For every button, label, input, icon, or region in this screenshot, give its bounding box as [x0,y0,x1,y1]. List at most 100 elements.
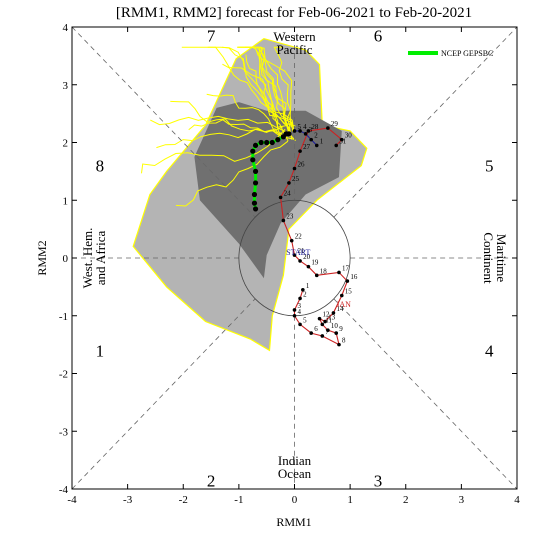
start-annotation: START [286,248,310,257]
ensemble-member-line [150,115,287,128]
observed-point [306,129,311,133]
phase-label-2: 2 [207,471,216,490]
phase-label-1: 1 [96,341,105,360]
observed-point [339,137,344,142]
phase-divider-nw [71,26,256,218]
phase-label-5: 5 [485,157,494,176]
ensemble-mean-point [269,139,275,146]
x-tick-label: 1 [347,494,353,506]
phase-divider-se [333,298,518,490]
observed-day-label: 11 [325,316,332,324]
ensemble-member-line [175,140,289,207]
observed-day-label: 24 [284,189,292,197]
observed-point [317,316,322,321]
x-tick-label: 2 [403,494,409,506]
ensemble-spread [132,37,368,352]
observed-point [298,322,302,327]
inner-spread-area [194,102,342,279]
observed-day-label: 8 [342,337,346,345]
ensemble-member-line [188,119,285,138]
phase-label-3: 3 [374,471,383,490]
observed-day-label: 28 [311,123,319,131]
phase-divider-ne [333,26,518,218]
ensemble-member-line [206,93,281,135]
ensemble-mean-track [250,131,292,212]
observed-point [337,270,341,275]
ensemble-member-line [222,46,295,140]
observed-point [314,143,319,148]
region-west-hem-africa: West. Hem.and Africa [80,228,108,289]
observed-point [309,137,313,142]
observed-day-label: 23 [286,212,294,220]
observed-point [309,331,313,335]
x-axis-label: RMM1 [276,515,311,529]
observed-day-label: 30 [345,132,353,140]
x-tick-label: -1 [234,494,243,506]
ensemble-mean-point [250,157,256,163]
observed-day-label: 7 [325,328,329,336]
ensemble-member-line [156,126,283,149]
y-tick-label: 0 [63,253,69,265]
region-maritime-continent: MaritimeContinent [481,232,509,284]
observed-day-label: 19 [311,259,319,267]
y-tick-label: 3 [63,80,69,92]
ensemble-members [141,46,296,207]
observed-day-label: 3 [298,302,302,310]
observed-day-label: 6 [314,325,318,333]
ensemble-mean-point [250,148,256,154]
observed-point [298,129,302,133]
observed-point [334,331,339,335]
observed-point [314,273,319,278]
ensemble-member-line [273,46,292,127]
observed-day-label: 2 [314,132,318,140]
phase-label-8: 8 [96,157,105,176]
ensemble-member-line [141,128,286,174]
observed-day-label: 9 [339,325,343,333]
observed-day-label: 1 [306,282,310,290]
observed-day-label: 2 [303,290,307,298]
ensemble-mean-point [252,206,259,212]
observed-day-label: 29 [331,120,339,128]
phase-label-6: 6 [374,27,383,46]
observed-day-label: 27 [303,143,311,151]
observed-day-label: 13 [328,314,336,322]
x-tick-label: 0 [292,494,298,506]
x-tick-label: -2 [179,494,188,506]
observed-point [278,195,283,200]
observed-day-label: 14 [336,305,344,313]
observed-point [345,279,350,283]
observed-point [298,259,302,263]
y-tick-label: -3 [59,426,69,438]
y-axis-label: RMM2 [35,240,49,275]
phase-divider-sw [71,298,256,490]
ensemble-mean-point [252,180,259,186]
y-tick-label: -4 [59,484,69,496]
ensemble-member-line [258,47,292,136]
phase-label-7: 7 [207,27,216,46]
ensemble-mean-point [251,191,258,198]
observed-day-label: 4 [298,308,302,316]
ensemble-mean-point [264,139,270,146]
plot-frame [71,26,518,490]
ensemble-mean-point [258,139,264,146]
observed-day-label: 15 [345,288,353,296]
x-tick-label: 3 [459,494,465,506]
observed-point [306,264,311,269]
chart-title: [RMM1, RMM2] forecast for Feb-06-2021 to… [116,5,472,21]
observed-point [289,238,294,243]
phase-guides [71,26,518,490]
observed-day-label: 1 [320,137,324,145]
observed-point [292,313,297,318]
ensemble-mean-point [251,200,258,206]
legend-label: NCEP GEPSBC [441,49,493,58]
observed-day-label: 5 [303,316,307,324]
observed-day-label: 31 [339,137,347,145]
observed-day-label: 12 [323,311,331,319]
observed-day-label: 4 [303,123,307,131]
observed-point [301,287,305,292]
x-tick-label: -4 [67,494,77,506]
observed-point [334,143,339,148]
observed-day-label: 20 [303,253,311,261]
